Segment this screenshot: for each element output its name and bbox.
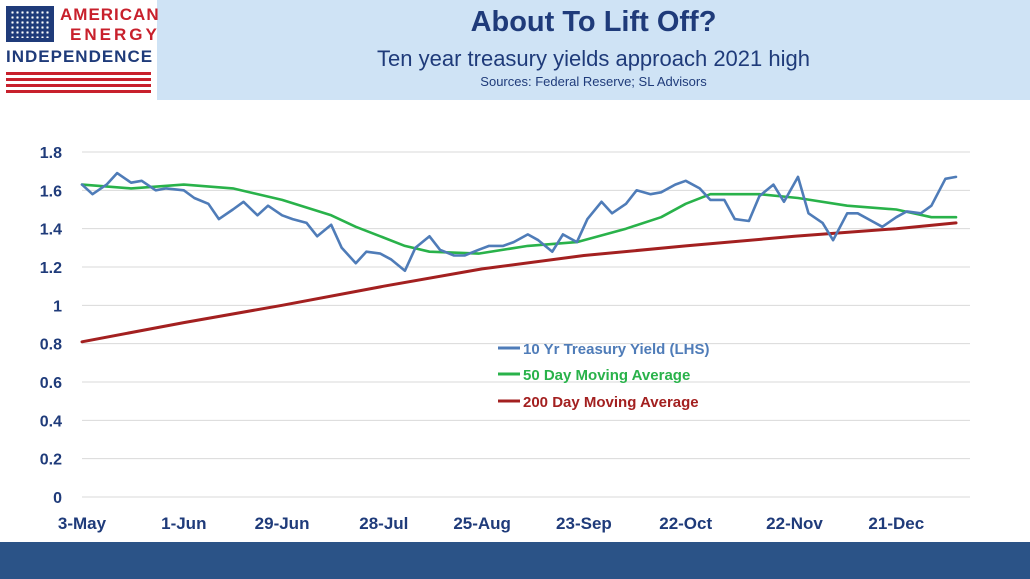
x-tick-label: 28-Jul [359,514,408,533]
footer-band [0,542,1030,579]
header-band [157,0,1030,100]
legend-label: 50 Day Moving Average [523,367,690,384]
yield-chart: 0 0.2 0.4 0.6 0.8 1 1.2 1.4 1.6 1.8 3-May 1-Jun 29-… [40,145,970,533]
sources-note: Sources: Federal Reserve; SL Advisors [480,74,707,89]
y-tick-label: 0 [53,490,62,507]
x-tick-label: 1-Jun [161,514,206,533]
logo: AMERICAN ENERGY INDEPENDENCE [0,0,160,100]
x-tick-label: 22-Oct [659,514,712,533]
page-title: About To Lift Off? [470,6,717,38]
x-tick-label: 29-Jun [255,514,310,533]
y-tick-label: 1.6 [40,183,62,200]
x-tick-label: 22-Nov [766,514,823,533]
y-tick-label: 1 [53,298,62,315]
x-tick-label: 25-Aug [453,514,511,533]
y-tick-label: 1.8 [40,145,62,162]
logo-line-3: INDEPENDENCE [6,47,154,66]
x-tick-label: 3-May [58,514,107,533]
logo-line-1: AMERICAN [60,5,160,24]
y-tick-label: 1.2 [40,260,62,277]
y-tick-label: 1.4 [40,222,62,239]
legend-label: 200 Day Moving Average [523,394,699,411]
logo-stripes [6,72,151,94]
us-flag-icon [6,6,54,42]
y-tick-label: 0.2 [40,452,62,469]
series-line-ma200 [80,221,958,344]
y-tick-label: 0.6 [40,375,62,392]
logo-line-2: ENERGY [70,25,160,44]
legend-label: 10 Yr Treasury Yield (LHS) [523,341,709,358]
y-tick-label: 0.4 [40,413,62,430]
page-subtitle: Ten year treasury yields approach 2021 h… [377,46,810,71]
x-tick-label: 23-Sep [556,514,612,533]
x-tick-label: 21-Dec [868,514,924,533]
y-tick-label: 0.8 [40,337,62,354]
series-line-yield [80,171,958,273]
series-line-ma50 [80,183,958,255]
